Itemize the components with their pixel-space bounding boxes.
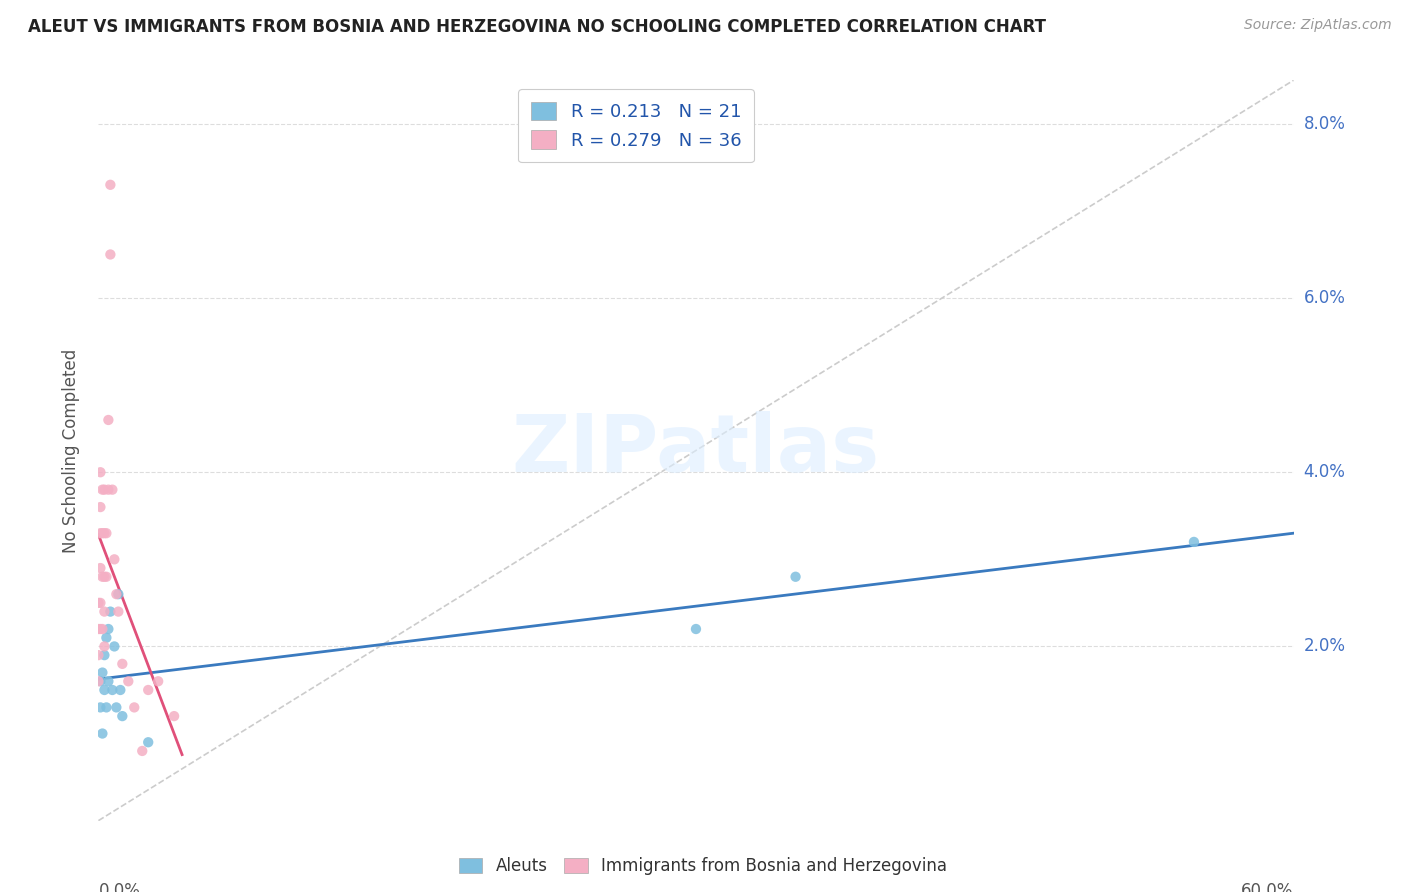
Point <box>98 605 122 619</box>
Text: ALEUT VS IMMIGRANTS FROM BOSNIA AND HERZEGOVINA NO SCHOOLING COMPLETED CORRELATI: ALEUT VS IMMIGRANTS FROM BOSNIA AND HERZ… <box>28 18 1046 36</box>
Point <box>124 700 146 714</box>
Point <box>785 570 807 584</box>
Point <box>98 178 122 192</box>
Point <box>93 483 115 497</box>
Point <box>136 683 159 698</box>
Text: ZIPatlas: ZIPatlas <box>512 411 880 490</box>
Point <box>89 526 111 541</box>
Point <box>107 605 129 619</box>
Y-axis label: No Schooling Completed: No Schooling Completed <box>62 349 80 552</box>
Point <box>97 483 120 497</box>
Point <box>97 413 120 427</box>
Point <box>148 674 170 689</box>
Point <box>89 465 111 479</box>
Point <box>101 483 124 497</box>
Point <box>91 665 114 680</box>
Point <box>93 683 115 698</box>
Point <box>91 622 114 636</box>
Point <box>111 657 134 671</box>
Point <box>111 709 134 723</box>
Legend: R = 0.213   N = 21, R = 0.279   N = 36: R = 0.213 N = 21, R = 0.279 N = 36 <box>519 89 754 162</box>
Point <box>163 709 186 723</box>
Point <box>93 570 115 584</box>
Point <box>87 674 110 689</box>
Point <box>89 596 111 610</box>
Point <box>93 605 115 619</box>
Point <box>96 570 118 584</box>
Point <box>105 700 128 714</box>
Point <box>97 674 120 689</box>
Text: 0.0%: 0.0% <box>98 881 141 892</box>
Point <box>91 726 114 740</box>
Point <box>131 744 153 758</box>
Point <box>87 648 110 662</box>
Text: 8.0%: 8.0% <box>1303 115 1346 133</box>
Text: Source: ZipAtlas.com: Source: ZipAtlas.com <box>1244 18 1392 32</box>
Point <box>93 648 115 662</box>
Text: 6.0%: 6.0% <box>1303 289 1346 307</box>
Point <box>96 631 118 645</box>
Point <box>89 622 111 636</box>
Point <box>87 596 110 610</box>
Point <box>96 700 118 714</box>
Point <box>91 483 114 497</box>
Point <box>103 552 125 566</box>
Point <box>1182 535 1205 549</box>
Text: 60.0%: 60.0% <box>1241 881 1294 892</box>
Point <box>93 526 115 541</box>
Point <box>101 683 124 698</box>
Point <box>87 622 110 636</box>
Point <box>89 561 111 575</box>
Point <box>107 587 129 601</box>
Point <box>103 640 125 654</box>
Point <box>93 640 115 654</box>
Point <box>96 526 118 541</box>
Point <box>685 622 707 636</box>
Legend: Aleuts, Immigrants from Bosnia and Herzegovina: Aleuts, Immigrants from Bosnia and Herze… <box>451 849 955 884</box>
Point <box>89 500 111 514</box>
Point <box>89 700 111 714</box>
Point <box>98 247 122 261</box>
Point <box>110 683 132 698</box>
Point <box>97 622 120 636</box>
Text: 2.0%: 2.0% <box>1303 638 1346 656</box>
Point <box>89 674 111 689</box>
Point <box>136 735 159 749</box>
Text: 4.0%: 4.0% <box>1303 463 1346 482</box>
Point <box>117 674 139 689</box>
Point <box>91 526 114 541</box>
Point <box>91 570 114 584</box>
Point <box>105 587 128 601</box>
